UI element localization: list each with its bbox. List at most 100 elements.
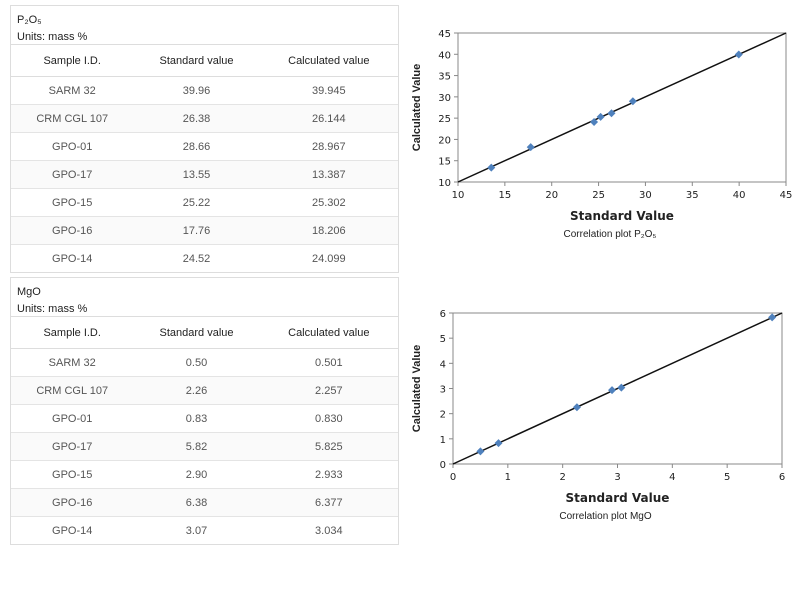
x-tick-label: 25 [592,190,605,201]
standard-value: 0.50 [133,348,260,377]
column-header: Calculated value [259,317,398,349]
x-tick-label: 1 [505,472,511,483]
sample-id: SARM 32 [11,348,134,377]
table-row: CRM CGL 107 2.26 2.257 [11,376,398,405]
x-tick-label: 10 [452,190,465,201]
table-row: GPO-16 6.38 6.377 [11,488,398,517]
calculated-value: 24.099 [311,252,346,265]
sample-id: GPO-01 [11,132,134,161]
calculated-value: 26.144 [259,104,398,133]
sample-id: CRM CGL 107 [11,376,134,405]
sample-id: GPO-16 [11,488,134,517]
calculated-value: 28.967 [259,132,398,161]
sample-id: GPO-14 [52,252,93,265]
calculated-value: 25.302 [259,188,398,217]
table-row: CRM CGL 107 26.38 26.144 [11,104,398,133]
calculated-value: 13.387 [259,160,398,189]
y-tick-label: 2 [440,410,446,421]
calculated-value: 0.501 [259,348,398,377]
data-point [526,143,535,152]
y-tick-label: 40 [438,50,451,61]
sample-id: GPO-17 [11,432,134,461]
y-tick-label: 25 [438,114,451,125]
y-tick-label: 1 [440,435,446,446]
data-point [476,447,485,456]
calculated-value: 5.825 [259,432,398,461]
data-point [487,163,496,172]
table-row: GPO-17 5.82 5.825 [11,432,398,461]
table-caption: P₂O₅ Units: mass % [11,6,398,45]
x-tick-label: 6 [779,472,785,483]
sample-id: CRM CGL 107 [11,104,134,133]
data-point [596,112,605,121]
x-axis-label: Standard Value [570,209,674,223]
standard-value: 28.66 [133,132,260,161]
x-tick-label: 20 [545,190,558,201]
table-caption: MgO Units: mass % [11,278,398,317]
standard-value: 26.38 [133,104,260,133]
data-point [617,383,626,392]
plot-area [457,32,787,183]
x-tick-label: 15 [498,190,511,201]
standard-value: 3.07 [185,524,208,537]
table-units: Units: mass % [17,31,88,43]
standard-value: 5.82 [133,432,260,461]
table-row: GPO-17 13.55 13.387 [11,160,398,189]
x-tick-label: 0 [450,472,456,483]
column-header: Standard value [133,45,260,77]
x-tick-label: 40 [733,190,746,201]
calculated-value: 0.830 [259,404,398,433]
calculated-value: 2.257 [259,376,398,405]
table-row: GPO-15 2.90 2.933 [11,460,398,489]
y-tick-label: 3 [440,385,446,396]
y-tick-label: 6 [440,309,446,320]
table-row: GPO-01 28.66 28.967 [11,132,398,161]
standard-value: 0.83 [133,404,260,433]
standard-value: 2.90 [133,460,260,489]
sample-id: SARM 32 [11,76,134,105]
column-header: Standard value [133,317,260,349]
y-tick-label: 20 [438,135,451,146]
sample-id: GPO-17 [11,160,134,189]
y-axis-label: Calculated Value [411,345,423,432]
p2o5-correlation-chart: 10 15 20 25 30 35 40 45 10 15 20 25 30 35 40 45 Standard… [411,29,793,240]
chart-title: Correlation plot MgO [559,511,651,522]
y-tick-label: 5 [440,334,446,345]
x-tick-label: 4 [669,472,675,483]
y-tick-label: 10 [438,178,451,189]
x-tick-label: 5 [724,472,730,483]
table-row: GPO-16 17.76 18.206 [11,216,398,245]
standard-value: 24.52 [182,252,211,265]
data-point [734,50,743,59]
y-tick-label: 4 [440,359,446,370]
data-point [608,386,617,395]
mgo-table: MgO Units: mass % Sample I.D. Standard v… [10,277,399,545]
identity-line [452,312,783,465]
table-title: MgO [17,286,41,298]
table-row: GPO-15 25.22 25.302 [11,188,398,217]
table-row: SARM 32 39.96 39.945 [11,76,398,105]
standard-value: 13.55 [133,160,260,189]
data-point [628,97,637,106]
calculated-value: 18.206 [259,216,398,245]
table-row: GPO-14 24.52 24.099 [11,245,398,273]
x-tick-label: 45 [780,190,793,201]
sample-id: GPO-16 [11,216,134,245]
table-row: SARM 32 0.50 0.501 [11,348,398,377]
x-axis-label: Standard Value [566,491,670,505]
standard-value: 39.96 [133,76,260,105]
data-point [590,117,599,126]
data-point [494,439,503,448]
x-tick-label: 3 [614,472,620,483]
table-units: Units: mass % [17,303,88,315]
identity-line [457,32,787,183]
standard-value: 17.76 [133,216,260,245]
table-row: GPO-01 0.83 0.830 [11,404,398,433]
x-tick-label: 30 [639,190,652,201]
calculated-value: 3.034 [315,524,343,537]
standard-value: 25.22 [133,188,260,217]
chart-title: Correlation plot P₂O₅ [564,229,657,240]
y-tick-label: 45 [438,29,451,40]
column-header: Sample I.D. [11,317,134,349]
data-point [607,109,616,118]
